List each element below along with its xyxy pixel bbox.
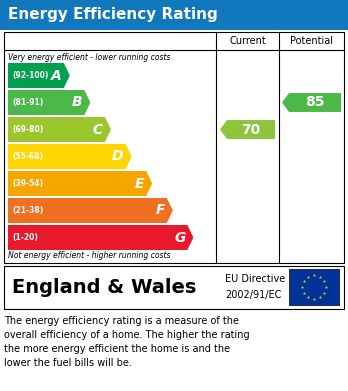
- Polygon shape: [8, 225, 193, 250]
- Text: G: G: [174, 231, 185, 244]
- Text: 2002/91/EC: 2002/91/EC: [225, 290, 282, 300]
- Polygon shape: [8, 63, 70, 88]
- Text: The energy efficiency rating is a measure of the
overall efficiency of a home. T: The energy efficiency rating is a measur…: [4, 316, 250, 368]
- Polygon shape: [282, 93, 341, 112]
- Text: Potential: Potential: [290, 36, 333, 46]
- Polygon shape: [8, 117, 111, 142]
- Text: C: C: [93, 122, 103, 136]
- Bar: [4, 32, 344, 263]
- Text: Very energy efficient - lower running costs: Very energy efficient - lower running co…: [8, 53, 171, 62]
- Text: 85: 85: [305, 95, 324, 109]
- Bar: [4, 266, 344, 309]
- Polygon shape: [8, 144, 132, 169]
- Text: England & Wales: England & Wales: [12, 278, 196, 297]
- Text: D: D: [112, 149, 124, 163]
- Text: (92-100): (92-100): [12, 71, 48, 80]
- Text: Not energy efficient - higher running costs: Not energy efficient - higher running co…: [8, 251, 171, 260]
- Text: 70: 70: [241, 122, 260, 136]
- Text: (81-91): (81-91): [12, 98, 43, 107]
- Text: A: A: [51, 68, 62, 83]
- Text: Current: Current: [229, 36, 266, 46]
- Text: EU Directive: EU Directive: [225, 274, 285, 284]
- Text: (39-54): (39-54): [12, 179, 43, 188]
- Text: (21-38): (21-38): [12, 206, 43, 215]
- Polygon shape: [8, 198, 173, 223]
- Bar: [0, 0, 348, 30]
- Text: Energy Efficiency Rating: Energy Efficiency Rating: [8, 7, 218, 23]
- Polygon shape: [220, 120, 275, 139]
- Text: F: F: [155, 203, 165, 217]
- Bar: [289, 269, 339, 305]
- Text: (1-20): (1-20): [12, 233, 38, 242]
- Text: B: B: [72, 95, 82, 109]
- Text: (69-80): (69-80): [12, 125, 43, 134]
- Polygon shape: [8, 171, 152, 196]
- Text: E: E: [135, 176, 144, 190]
- Polygon shape: [8, 90, 90, 115]
- Text: (55-68): (55-68): [12, 152, 43, 161]
